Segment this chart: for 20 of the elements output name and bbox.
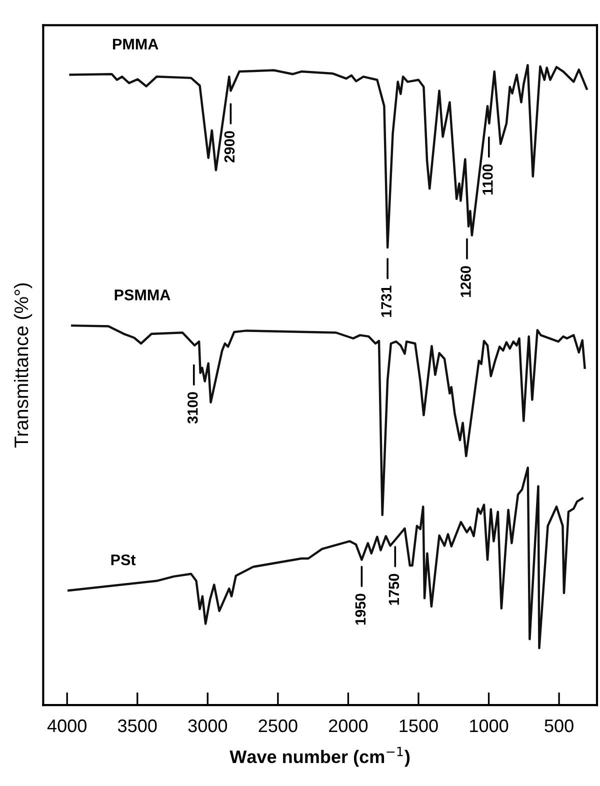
annotation: 1100 <box>482 164 493 194</box>
x-tick-label: 3000 <box>188 719 228 732</box>
x-tick-label: 3500 <box>118 719 157 732</box>
x-tick-label: 2000 <box>329 719 368 732</box>
annotation: 1950 <box>355 594 366 625</box>
x-tick-label: 500 <box>544 719 574 732</box>
x-tick-label: 1500 <box>400 719 438 732</box>
series-label: PSMMA <box>114 290 170 300</box>
annotation: 1750 <box>388 574 400 605</box>
annotation: 1260 <box>460 266 471 298</box>
x-tick-label: 1000 <box>470 719 508 732</box>
annotation: 3100 <box>187 392 198 424</box>
series-label: PSt <box>111 554 136 566</box>
x-tick-label: 4000 <box>47 719 86 732</box>
series-label: PMMA <box>113 38 158 50</box>
x-axis-title: Wave number (cm$^{−1}$) <box>230 746 410 767</box>
y-axis-title: Transmittance (%°) <box>14 283 32 448</box>
annotation: 2900 <box>224 131 235 162</box>
x-tick-label: 2500 <box>258 719 298 732</box>
annotation: 1731 <box>381 286 392 317</box>
